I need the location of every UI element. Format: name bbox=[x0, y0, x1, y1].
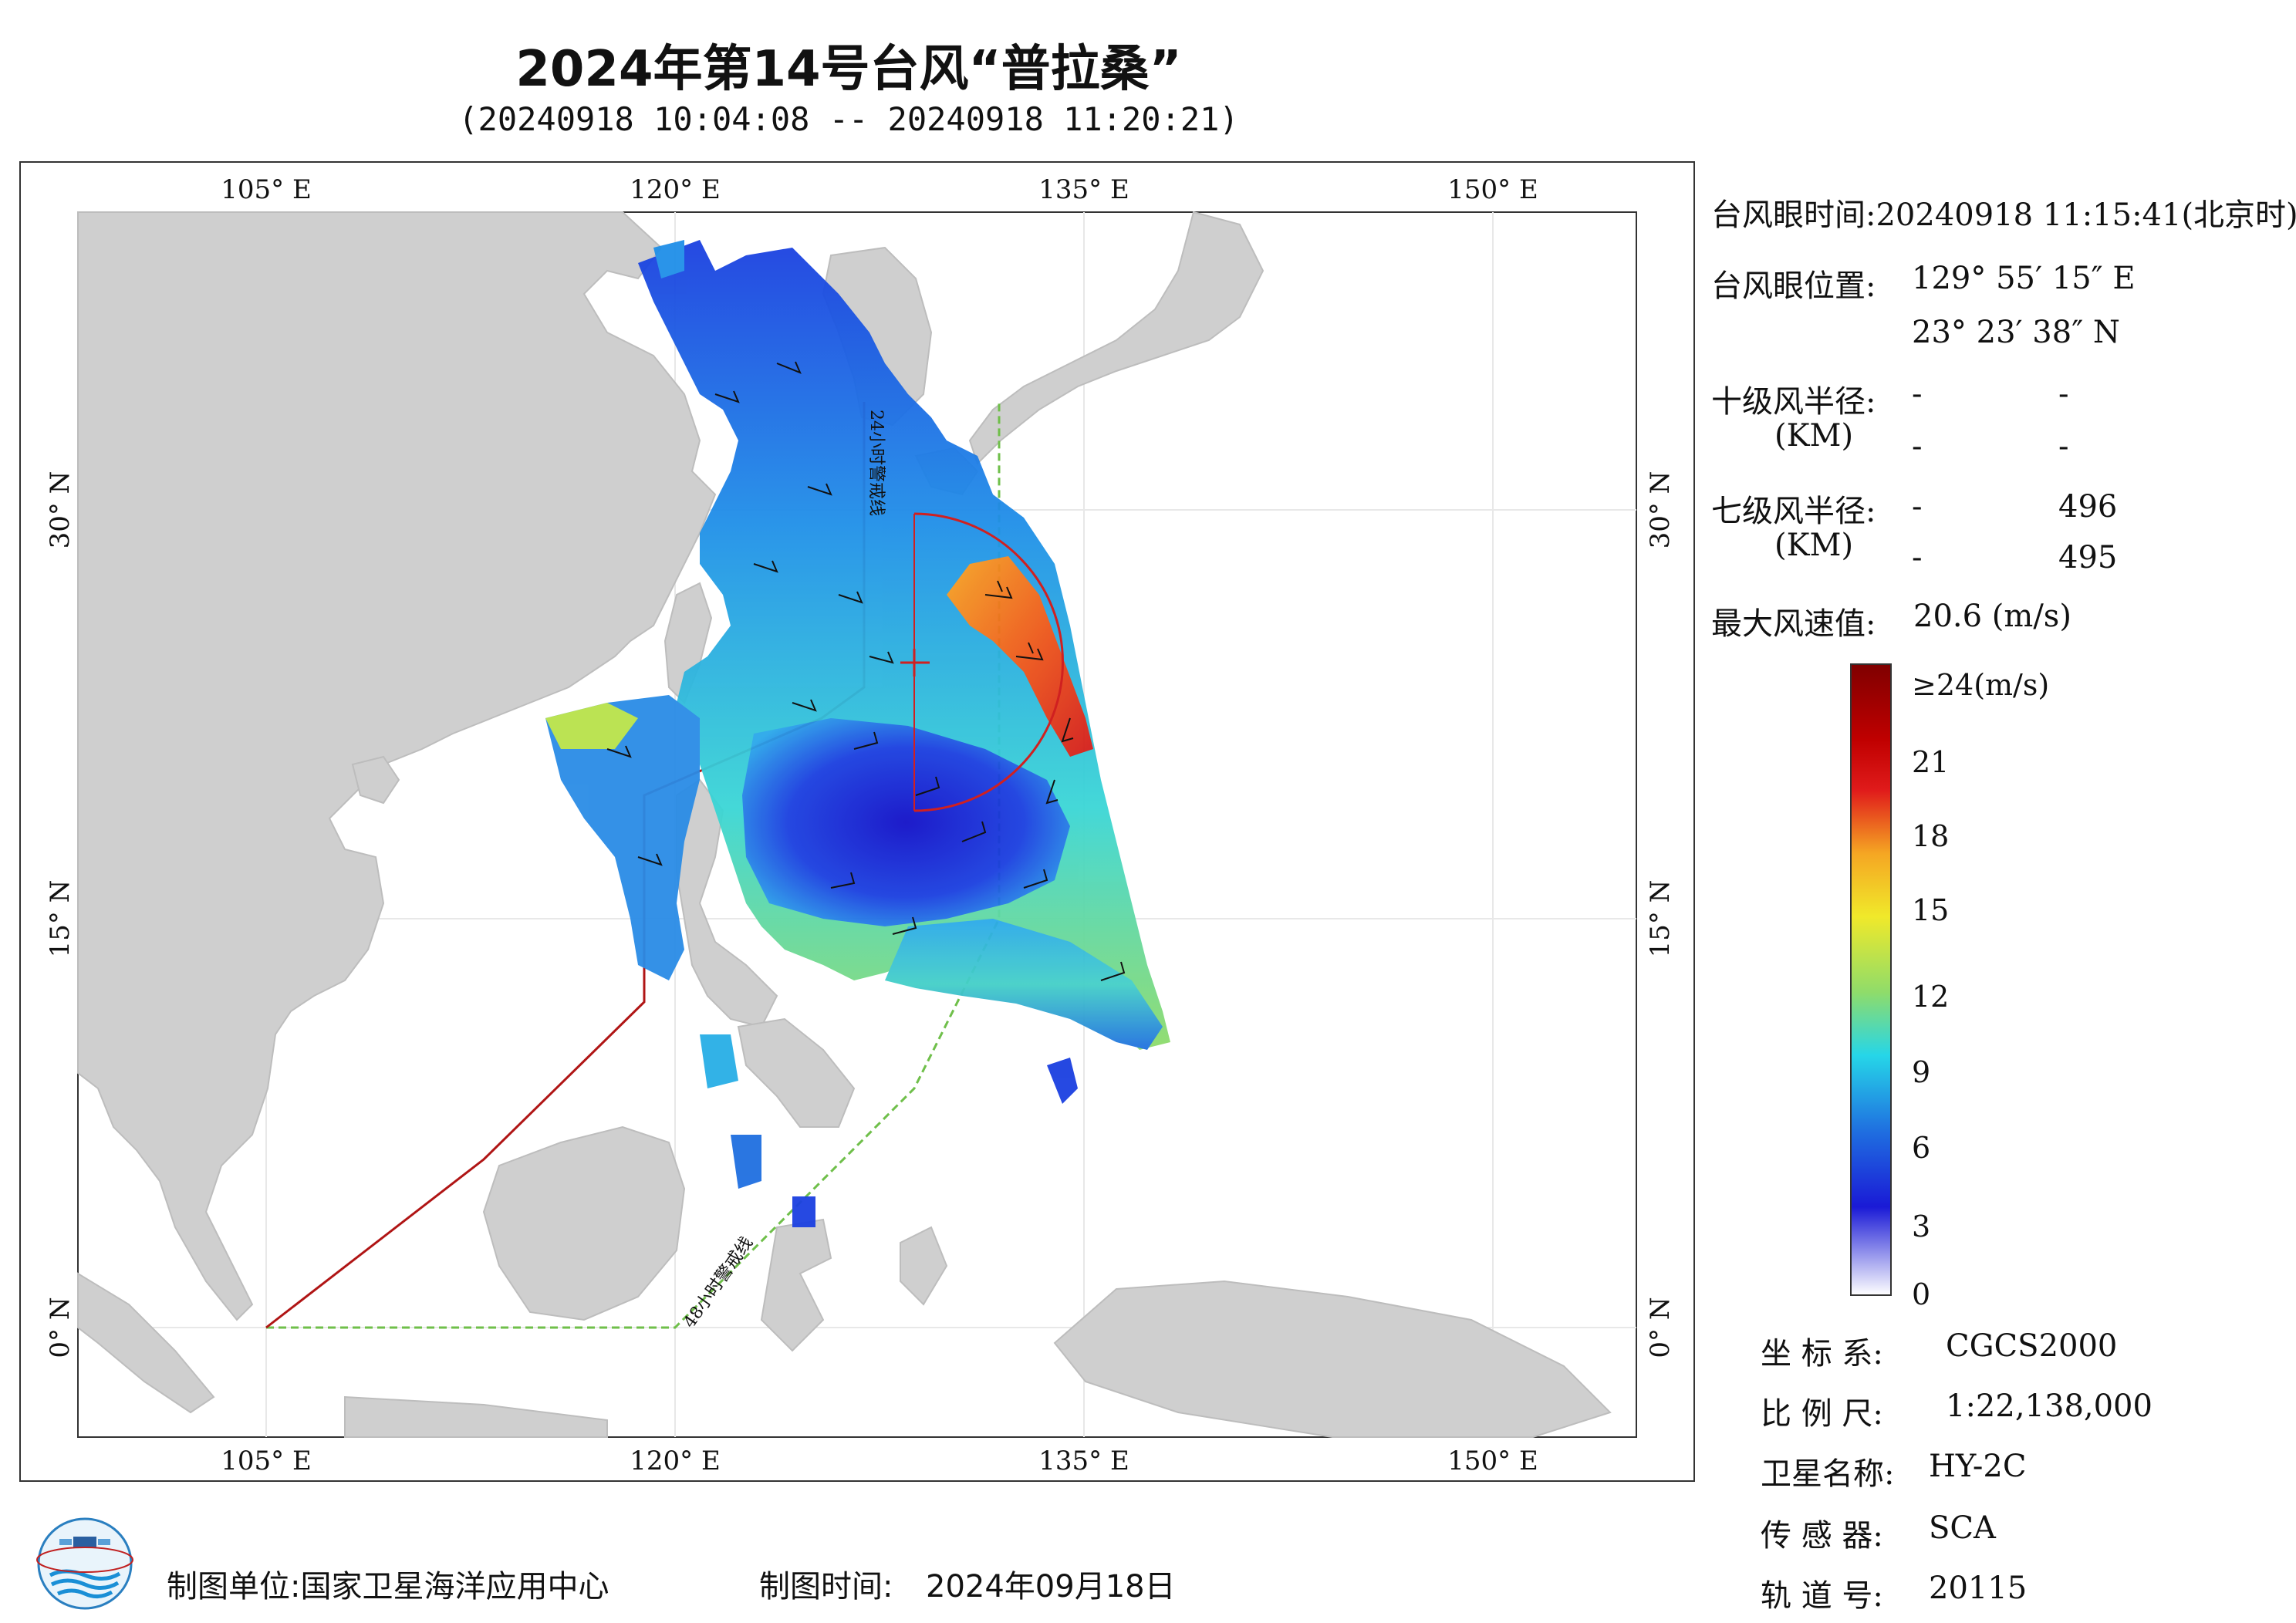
colorbar-label: 12 bbox=[1912, 980, 1950, 1014]
r7-value: - bbox=[1912, 489, 1923, 525]
production-date-label: 制图时间: bbox=[759, 1569, 893, 1604]
wind-swath bbox=[545, 240, 1170, 1227]
max-wind-value: 20.6 (m/s) bbox=[1913, 599, 2071, 634]
lon-label-bottom: 150° E bbox=[1447, 1446, 1538, 1476]
orbit-value: 20115 bbox=[1929, 1571, 2028, 1606]
colorbar-label: ≥24(m/s) bbox=[1912, 668, 2050, 702]
colorbar bbox=[1850, 663, 1892, 1296]
r10-label: 十级风半径: bbox=[1711, 384, 1876, 420]
warning-line-24h-label: 24小时警戒线 bbox=[866, 410, 886, 516]
lat-label-right: 0° N bbox=[1645, 1297, 1676, 1358]
colorbar-label: 9 bbox=[1912, 1055, 1931, 1089]
satellite-label: 卫星名称: bbox=[1761, 1456, 1895, 1492]
colorbar-label: 15 bbox=[1912, 893, 1950, 927]
map-frame: 24小时警戒线 48小时警戒线 105° E 120° E 135° E 150… bbox=[19, 161, 1695, 1482]
eye-time: 台风眼时间:20240918 11:15:41(北京时) bbox=[1711, 190, 2296, 235]
crs-label: 坐 标 系: bbox=[1761, 1336, 1883, 1372]
colorbar-label: 3 bbox=[1912, 1210, 1931, 1243]
lat-label-left: 15° N bbox=[45, 880, 76, 958]
eye-longitude: 129° 55′ 15″ E bbox=[1912, 261, 2136, 296]
eye-time-label: 台风眼时间: bbox=[1711, 197, 1876, 233]
r7-unit: (KM) bbox=[1774, 528, 1854, 563]
lat-label-right: 30° N bbox=[1645, 471, 1676, 549]
sensor-value: SCA bbox=[1929, 1510, 1996, 1546]
land bbox=[77, 211, 1612, 1438]
r10-value: - bbox=[1912, 429, 1923, 464]
nsoas-logo-icon bbox=[36, 1517, 133, 1610]
colorbar-label: 6 bbox=[1912, 1131, 1931, 1165]
scale-label: 比 例 尺: bbox=[1761, 1396, 1883, 1432]
lon-label-top: 120° E bbox=[630, 174, 721, 205]
r10-value: - bbox=[1912, 376, 1923, 412]
wind-radius-7 bbox=[913, 512, 1064, 812]
production-date-value: 2024年09月18日 bbox=[926, 1569, 1176, 1604]
orbit-label: 轨 道 号: bbox=[1761, 1578, 1883, 1614]
map-subtitle: (20240918 10:04:08 -- 20240918 11:20:21) bbox=[458, 100, 1239, 138]
satellite-value: HY-2C bbox=[1929, 1449, 2027, 1484]
lon-label-bottom: 120° E bbox=[630, 1446, 721, 1476]
r7-value: 496 bbox=[2058, 489, 2118, 525]
wind-barbs bbox=[606, 361, 1126, 981]
lat-label-left: 30° N bbox=[45, 471, 76, 549]
lat-label-left: 0° N bbox=[45, 1297, 76, 1358]
eye-position-label: 台风眼位置: bbox=[1711, 268, 1876, 304]
r7-value: - bbox=[1912, 540, 1923, 575]
eye-time-value: 20240918 11:15:41(北京时) bbox=[1876, 197, 2296, 233]
sensor-label: 传 感 器: bbox=[1761, 1518, 1883, 1554]
lon-label-top: 105° E bbox=[221, 174, 312, 205]
lon-label-top: 150° E bbox=[1447, 174, 1538, 205]
r10-unit: (KM) bbox=[1774, 418, 1854, 454]
colorbar-label: 0 bbox=[1912, 1277, 1931, 1311]
lon-label-bottom: 135° E bbox=[1038, 1446, 1129, 1476]
lat-label-right: 15° N bbox=[1645, 880, 1676, 958]
eye-latitude: 23° 23′ 38″ N bbox=[1912, 315, 2120, 350]
lon-label-top: 135° E bbox=[1038, 174, 1129, 205]
crs-value: CGCS2000 bbox=[1946, 1328, 2118, 1364]
producer: 制图单位:国家卫星海洋应用中心 bbox=[167, 1569, 609, 1604]
max-wind-label: 最大风速值: bbox=[1711, 606, 1876, 642]
map-title: 2024年第14号台风“普拉桑” bbox=[515, 41, 1182, 98]
r10-value: - bbox=[2058, 429, 2069, 464]
lon-label-bottom: 105° E bbox=[221, 1446, 312, 1476]
r7-value: 495 bbox=[2058, 540, 2118, 575]
warning-line-48h bbox=[266, 402, 1001, 1329]
map-canvas[interactable]: 24小时警戒线 48小时警戒线 105° E 120° E 135° E 150… bbox=[21, 163, 1697, 1483]
r10-value: - bbox=[2058, 376, 2069, 412]
scale-value: 1:22,138,000 bbox=[1946, 1388, 2152, 1424]
colorbar-label: 21 bbox=[1912, 745, 1950, 779]
r7-label: 七级风半径: bbox=[1711, 494, 1876, 529]
colorbar-label: 18 bbox=[1912, 819, 1950, 853]
